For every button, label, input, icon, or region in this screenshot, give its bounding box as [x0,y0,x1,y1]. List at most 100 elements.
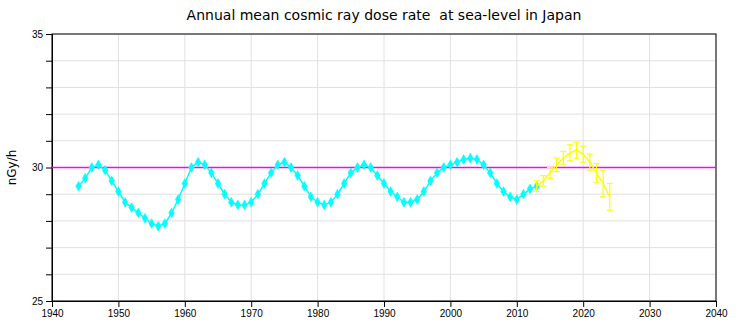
y-tick-mark [46,301,52,302]
error-bar-stem [589,154,590,170]
x-tick: 1940 [41,301,64,319]
y-tick [46,221,52,222]
error-bar-stem [583,146,584,162]
y-axis: 253035 [32,29,53,307]
plot-area: 1940195019601970198019902000201020202030… [32,29,728,319]
y-tick [46,61,52,62]
error-bar-cap [567,144,573,145]
error-bar-stem [576,142,577,158]
grid-line-y [52,194,716,195]
point-marker [428,176,434,186]
point-marker [89,163,95,173]
x-tick-mark [650,301,651,307]
error-bar-stem [536,181,537,192]
x-tick-label: 1980 [307,308,330,319]
x-tick-label: 2020 [573,308,596,319]
error-bar-cap [607,183,613,184]
x-axis-line [53,302,717,308]
point-marker [262,179,268,189]
point-marker [534,181,540,191]
point-marker [521,189,527,199]
x-axis: 1940195019601970198019902000201020202030… [41,301,728,319]
error-bar-stem [603,170,604,197]
grid-line-y [52,114,716,115]
y-tick [46,87,52,88]
point-marker [195,157,201,167]
error-bar-stem [569,145,570,161]
error-bar-stem [563,151,564,164]
x-tick: 2010 [506,301,529,319]
y-tick-mark [46,168,52,169]
error-bar-cap [574,142,580,143]
point-marker [527,184,533,194]
series-line [537,150,610,197]
x-tick-mark [517,301,518,307]
x-tick-mark [251,301,252,307]
point-marker [514,195,520,205]
point-marker [189,163,195,173]
grid-line-y [52,140,716,141]
error-bar [567,145,573,161]
chart-svg: 1940195019601970198019902000201020202030… [0,0,738,331]
point-marker [102,165,108,175]
error-bar-cap [540,186,546,187]
marks [52,142,716,231]
x-tick-mark [583,301,584,307]
error-bar-cap [547,178,553,179]
point-marker [381,179,387,189]
error-bar-stem [543,176,544,187]
error-bar-cap [534,191,540,192]
point-marker [149,219,155,229]
point-marker [501,187,507,197]
point-marker [109,176,115,186]
error-bar-cap [560,164,566,165]
point-marker [135,208,141,218]
point-marker [348,168,354,178]
x-tick: 2030 [639,301,662,319]
point-marker [76,181,82,191]
error-bar-cap [574,158,580,159]
mean-line [52,167,716,169]
x-tick: 2040 [705,301,728,319]
error-bar-cap [580,162,586,163]
x-tick-mark [384,301,385,307]
x-tick-label: 2000 [440,308,463,319]
y-tick-mark [46,274,52,275]
y-tick-mark [46,221,52,222]
point-marker [222,189,228,199]
point-marker [295,171,301,181]
point-marker [242,200,248,210]
error-bar [593,163,599,182]
y-tick [46,114,52,115]
x-tick-label: 1940 [41,308,64,319]
x-tick-label: 1960 [174,308,197,319]
error-bar-stem [609,184,610,211]
point-marker [255,189,261,199]
x-tick-mark [118,301,119,307]
error-bar-cap [560,151,566,152]
chart-container: 1940195019601970198019902000201020202030… [0,0,738,331]
point-marker [394,192,400,202]
point-marker [361,160,367,170]
error-bar-cap [554,171,560,172]
x-tick-label: 2030 [639,308,662,319]
x-tick: 1970 [241,301,264,319]
y-tick [46,248,52,249]
point-marker [268,168,274,178]
point-marker [448,160,454,170]
point-marker [341,179,347,189]
point-marker [315,197,321,207]
grid-line-y [52,87,716,88]
point-marker [321,200,327,210]
y-tick: 30 [32,162,52,173]
error-bar-stem [556,158,557,171]
error-bar [554,158,560,171]
point-marker [215,179,221,189]
grid-line-y [52,274,716,275]
error-bar [560,151,566,164]
error-bar [580,146,586,162]
y-tick-label: 30 [32,162,44,173]
error-bar-cap [600,170,606,171]
point-marker [202,160,208,170]
point-marker [368,163,374,173]
